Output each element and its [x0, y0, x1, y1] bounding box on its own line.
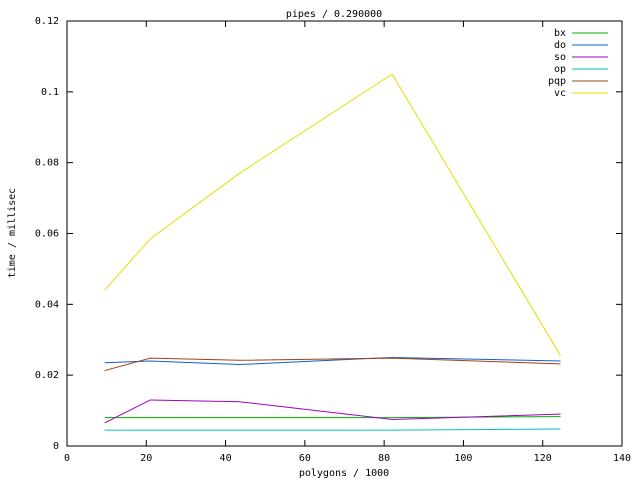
legend-label: bx [554, 28, 566, 39]
y-tick-label: 0.12 [35, 16, 59, 27]
x-tick-label: 100 [454, 453, 472, 464]
series-line [104, 73, 561, 356]
y-tick-label: 0.08 [35, 158, 59, 169]
series-line [104, 399, 561, 424]
y-tick-label: 0.04 [35, 299, 59, 310]
series-line [104, 356, 561, 366]
legend-label: op [554, 64, 566, 75]
y-tick-label: 0.02 [35, 370, 59, 381]
x-tick-label: 40 [220, 453, 232, 464]
y-tick-label: 0 [53, 441, 59, 452]
x-tick-label: 60 [299, 453, 311, 464]
legend-label: vc [554, 88, 566, 99]
x-tick-label: 120 [534, 453, 552, 464]
x-tick-label: 0 [64, 453, 70, 464]
legend-label: so [554, 52, 566, 63]
series-line [104, 428, 561, 431]
y-tick-label: 0.1 [41, 87, 59, 98]
x-tick-label: 140 [613, 453, 631, 464]
y-tick-label: 0.06 [35, 229, 59, 240]
x-tick-label: 80 [378, 453, 390, 464]
series-line [104, 357, 561, 372]
legend-label: do [554, 40, 566, 51]
x-axis-label: polygons / 1000 [299, 468, 389, 479]
x-tick-label: 20 [140, 453, 152, 464]
legend-label: pqp [548, 76, 566, 87]
chart-title: pipes / 0.290000 [286, 9, 382, 20]
y-axis-label: time / millisec [7, 188, 18, 278]
